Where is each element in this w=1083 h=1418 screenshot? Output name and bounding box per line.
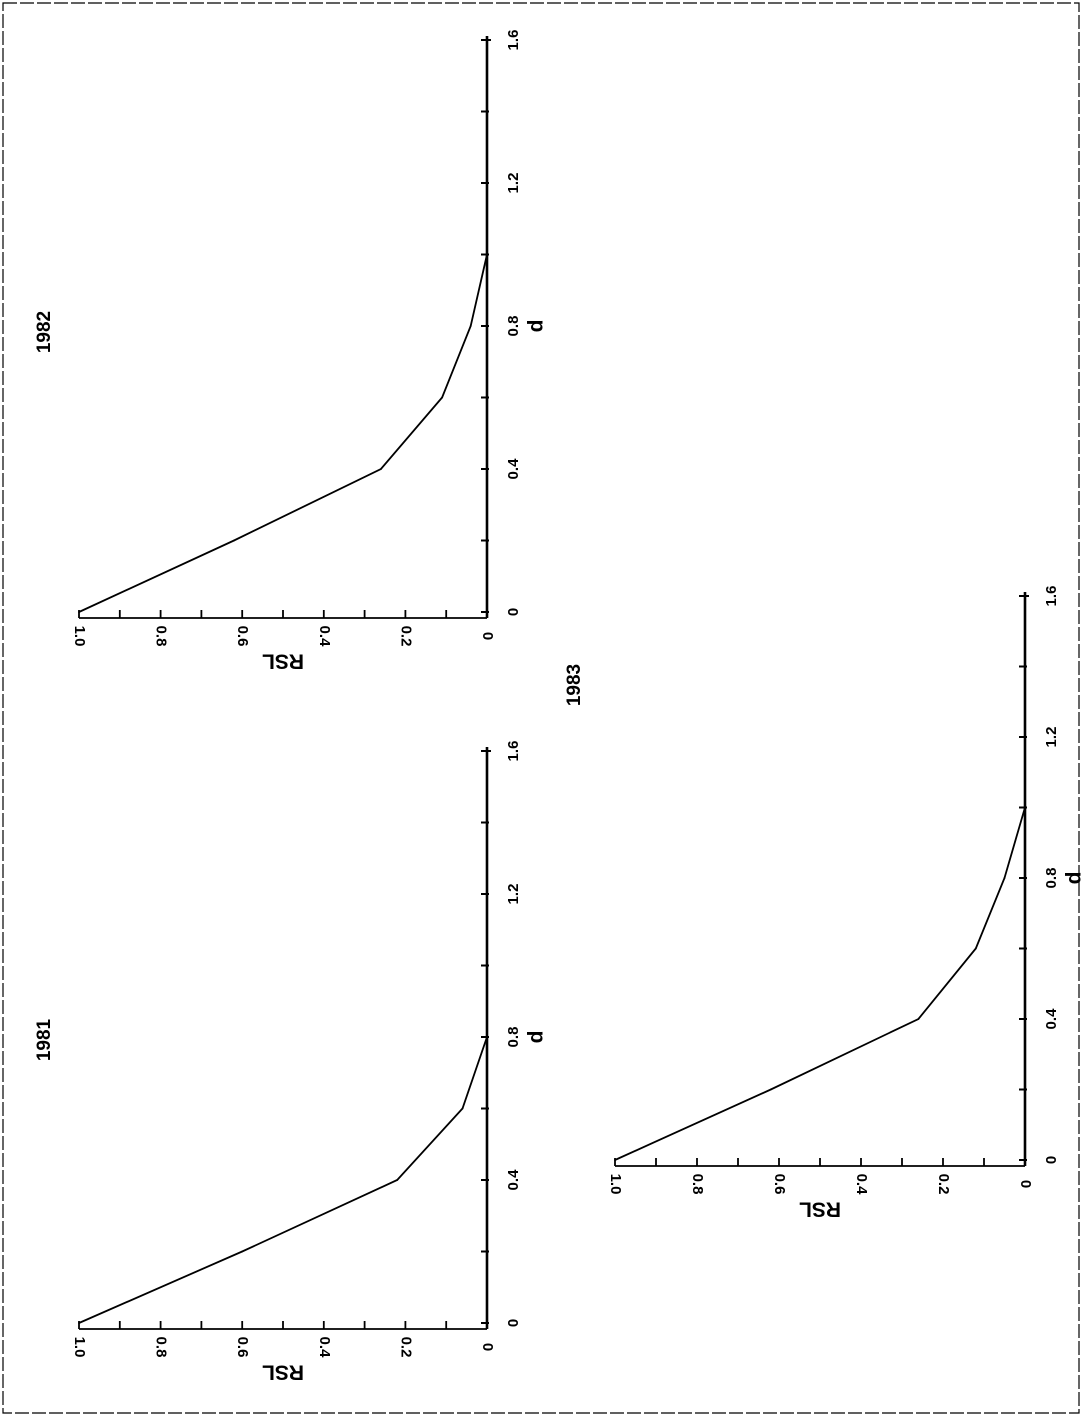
data-point <box>461 1107 464 1110</box>
data-point <box>614 1159 616 1161</box>
x-tick-label: 1.2 <box>505 884 522 905</box>
data-point <box>486 750 488 752</box>
series-line <box>78 751 488 1324</box>
x-axis-title: d <box>525 1031 548 1044</box>
data-point <box>769 1088 772 1091</box>
y-tick-label: 0.2 <box>397 1337 414 1358</box>
chart-title: 1982 <box>34 311 55 353</box>
data-point <box>917 1018 920 1020</box>
data-point <box>486 893 488 895</box>
data-point <box>974 947 977 950</box>
y-tick-label: 0 <box>479 1343 496 1351</box>
data-point <box>486 182 488 184</box>
data-point <box>1003 877 1006 879</box>
data-point <box>78 611 80 613</box>
x-tick-label: 1.2 <box>505 173 522 194</box>
y-tick-label: 0.2 <box>397 626 414 647</box>
x-tick-label: 0.4 <box>505 1169 522 1191</box>
y-tick-label: 0 <box>479 632 496 640</box>
data-point <box>486 821 488 824</box>
data-point <box>486 964 488 967</box>
data-point <box>241 1250 244 1253</box>
x-tick-label: 0 <box>505 608 522 616</box>
x-axis-title: d <box>525 320 548 333</box>
y-tick-label: 0.2 <box>935 1174 952 1195</box>
x-tick-label: 0 <box>505 1319 522 1327</box>
y-axis-title: RSL <box>262 649 304 672</box>
data-point <box>380 468 382 470</box>
x-tick-label: 0.4 <box>1043 1008 1060 1030</box>
x-tick-label: 1.6 <box>1043 586 1060 607</box>
x-tick-label: 1.6 <box>505 30 522 51</box>
data-point <box>396 1179 399 1181</box>
y-tick-label: 0.8 <box>153 626 170 647</box>
data-point <box>441 396 444 399</box>
data-point <box>469 325 472 327</box>
x-tick-label: 1.6 <box>505 741 522 762</box>
data-point <box>486 39 488 41</box>
y-tick-label: 0.6 <box>234 626 251 647</box>
x-tick-label: 0 <box>1043 1156 1060 1164</box>
series-line <box>78 40 488 613</box>
y-tick-label: 0 <box>1017 1180 1034 1188</box>
x-axis-title: d <box>1063 872 1083 885</box>
y-axis-title: RSL <box>799 1197 841 1220</box>
y-tick-label: 0.8 <box>153 1337 170 1358</box>
chart-panel-1983: 0 0.4 0.8 1.2 1.6 d 0 0.2 0.4 0.6 0.8 1.0 RSL 1983 <box>564 586 1083 1221</box>
y-tick-label: 1.0 <box>607 1174 624 1195</box>
y-tick-label: 1.0 <box>71 1337 88 1358</box>
chart-panel-1981: 0 0.4 0.8 1.2 1.6 d 0 0.2 0.4 0.6 0.8 1.0 RSL 1981 <box>34 741 548 1384</box>
x-tick-label: 0.4 <box>505 458 522 480</box>
x-tick-label: 1.2 <box>1043 727 1060 748</box>
x-tick-label: 0.8 <box>1043 868 1060 889</box>
data-point <box>1024 595 1026 597</box>
y-tick-label: 0.4 <box>316 1337 333 1359</box>
x-tick-label: 0.8 <box>505 1027 522 1048</box>
data-point <box>78 1322 80 1324</box>
data-point <box>1024 665 1026 668</box>
chart-panel-1982: 0 0.4 0.8 1.2 1.6 d 0 0.2 0.4 0.6 0.8 1.0 RSL 1982 <box>34 30 548 673</box>
y-tick-label: 0.4 <box>316 626 333 648</box>
data-point <box>1024 806 1026 809</box>
x-tick-label: 0.8 <box>505 316 522 337</box>
data-point <box>486 1036 488 1038</box>
chart-title: 1983 <box>564 664 585 706</box>
y-tick-label: 0.6 <box>234 1337 251 1358</box>
series-line <box>614 596 1026 1161</box>
y-tick-label: 1.0 <box>71 626 88 647</box>
y-tick-label: 0.6 <box>771 1174 788 1195</box>
y-axis-title: RSL <box>262 1360 304 1383</box>
y-tick-label: 0.8 <box>689 1174 706 1195</box>
data-point <box>486 253 488 256</box>
chart-title: 1981 <box>34 1018 55 1061</box>
data-point <box>233 539 235 542</box>
data-point <box>486 110 488 113</box>
y-tick-label: 0.4 <box>853 1174 870 1196</box>
data-point <box>1024 736 1026 738</box>
